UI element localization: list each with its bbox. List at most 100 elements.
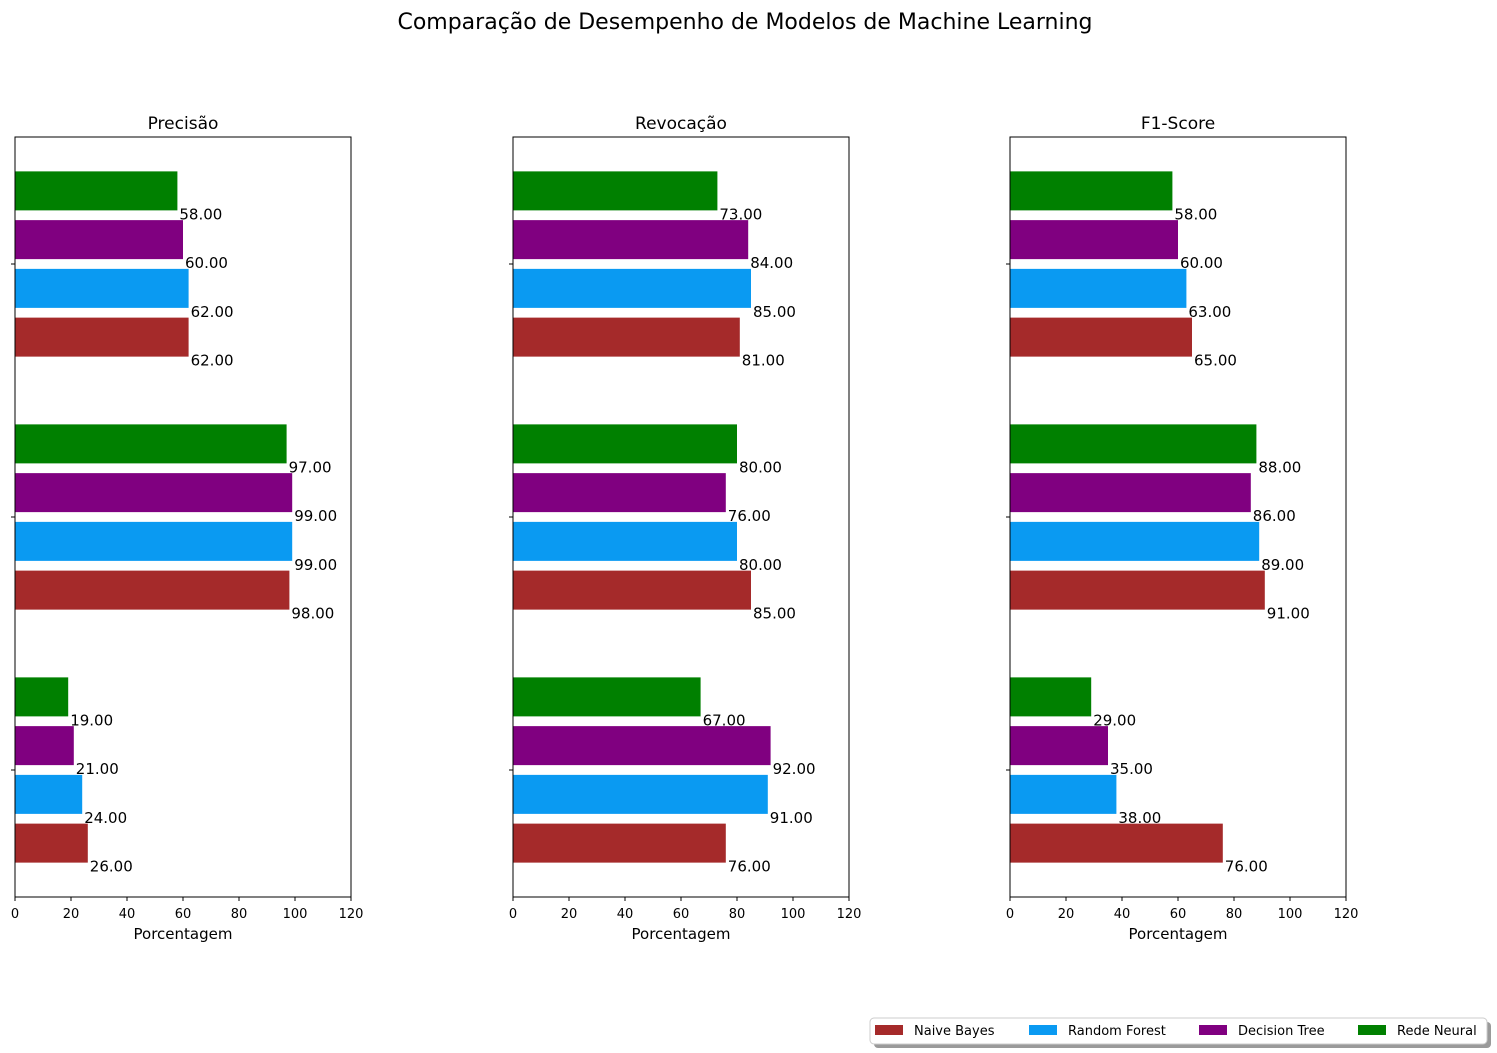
bar: [1010, 317, 1192, 357]
data-label: 99.00: [294, 507, 337, 525]
bar: [15, 317, 189, 357]
data-label: 85.00: [753, 303, 796, 321]
x-tick-label: 20: [561, 907, 578, 922]
bar: [15, 220, 183, 260]
x-tick-label: 120: [339, 907, 364, 922]
data-label: 19.00: [70, 711, 113, 729]
bar: [513, 268, 751, 308]
bar: [513, 726, 771, 766]
data-label: 62.00: [191, 352, 234, 370]
legend-swatch: [1029, 1025, 1057, 1035]
data-label: 92.00: [773, 760, 816, 778]
x-tick-label: 80: [231, 907, 248, 922]
bar: [1010, 570, 1265, 610]
x-tick-label: 0: [509, 907, 517, 922]
chart-panel: Precisão 26.00 98.00 62.00 24.00 99.00 62.00 21…: [11, 114, 364, 943]
x-tick-label: 80: [729, 907, 746, 922]
bar: [1010, 171, 1173, 211]
x-tick-label: 100: [283, 907, 308, 922]
x-axis-label: Porcentagem: [134, 925, 233, 943]
bar: [513, 220, 749, 260]
data-label: 63.00: [1188, 303, 1231, 321]
x-tick-label: 120: [1334, 907, 1359, 922]
data-label: 67.00: [703, 711, 746, 729]
data-label: 29.00: [1093, 711, 1136, 729]
legend-label: Naive Bayes: [914, 1024, 995, 1039]
bar: [513, 774, 768, 814]
bar: [513, 317, 740, 357]
bar: [15, 521, 293, 561]
x-tick-label: 60: [673, 907, 690, 922]
figure-title: Comparação de Desempenho de Modelos de M…: [397, 10, 1092, 35]
data-label: 76.00: [728, 858, 771, 876]
data-label: 62.00: [191, 303, 234, 321]
legend-box: [869, 1017, 1488, 1045]
bar: [15, 823, 88, 863]
data-label: 88.00: [1258, 458, 1301, 476]
bar: [1010, 677, 1092, 717]
panel-title: Precisão: [148, 114, 219, 134]
data-label: 84.00: [750, 254, 793, 272]
bar: [513, 171, 718, 211]
x-tick-label: 40: [1114, 907, 1131, 922]
chart-panels: Precisão 26.00 98.00 62.00 24.00 99.00 62.00 21…: [11, 114, 1359, 943]
bar: [513, 521, 737, 561]
x-axis-label: Porcentagem: [632, 925, 731, 943]
legend-swatch: [1199, 1025, 1227, 1035]
panel-title: F1-Score: [1141, 114, 1215, 134]
bar: [15, 171, 178, 211]
legend-label: Random Forest: [1068, 1024, 1166, 1039]
x-tick-label: 120: [837, 907, 862, 922]
data-label: 91.00: [1267, 605, 1310, 623]
data-label: 58.00: [179, 205, 222, 223]
bar: [1010, 268, 1187, 308]
data-label: 65.00: [1194, 352, 1237, 370]
legend-label: Decision Tree: [1238, 1024, 1325, 1039]
bar: [513, 424, 737, 464]
x-tick-label: 100: [781, 907, 806, 922]
data-label: 76.00: [728, 507, 771, 525]
bar: [15, 774, 83, 814]
x-tick-label: 100: [1278, 907, 1303, 922]
bar: [1010, 473, 1251, 513]
x-axis-label: Porcentagem: [1129, 925, 1228, 943]
panel-title: Revocação: [635, 114, 727, 134]
data-label: 97.00: [289, 458, 332, 476]
data-label: 38.00: [1118, 809, 1161, 827]
x-tick-label: 20: [1058, 907, 1075, 922]
data-label: 35.00: [1110, 760, 1153, 778]
data-label: 80.00: [739, 556, 782, 574]
bar: [15, 570, 290, 610]
bar: [15, 268, 189, 308]
data-label: 85.00: [753, 605, 796, 623]
bar: [15, 424, 287, 464]
bar: [1010, 424, 1257, 464]
chart-panel: F1-Score 76.00 91.00 65.00 38.00 89.00 63.00 35…: [1006, 114, 1359, 943]
data-label: 24.00: [84, 809, 127, 827]
data-label: 80.00: [739, 458, 782, 476]
bar: [513, 823, 726, 863]
chart-panel: Revocação 76.00 85.00 81.00 91.00 80.00 85.00 9…: [509, 114, 862, 943]
data-label: 86.00: [1253, 507, 1296, 525]
x-tick-label: 40: [119, 907, 136, 922]
data-label: 60.00: [1180, 254, 1223, 272]
data-label: 76.00: [1225, 858, 1268, 876]
x-tick-label: 60: [175, 907, 192, 922]
bar: [15, 726, 74, 766]
x-tick-label: 60: [1170, 907, 1187, 922]
data-label: 91.00: [770, 809, 813, 827]
bar: [513, 677, 701, 717]
legend-swatch: [1358, 1025, 1386, 1035]
x-tick-label: 40: [617, 907, 634, 922]
bar: [15, 677, 69, 717]
bar: [1010, 521, 1260, 561]
legend-label: Rede Neural: [1397, 1024, 1477, 1039]
data-label: 73.00: [719, 205, 762, 223]
x-tick-label: 0: [1006, 907, 1014, 922]
x-tick-label: 80: [1226, 907, 1243, 922]
bar: [1010, 823, 1223, 863]
data-label: 81.00: [742, 352, 785, 370]
data-label: 58.00: [1174, 205, 1217, 223]
data-label: 98.00: [291, 605, 334, 623]
